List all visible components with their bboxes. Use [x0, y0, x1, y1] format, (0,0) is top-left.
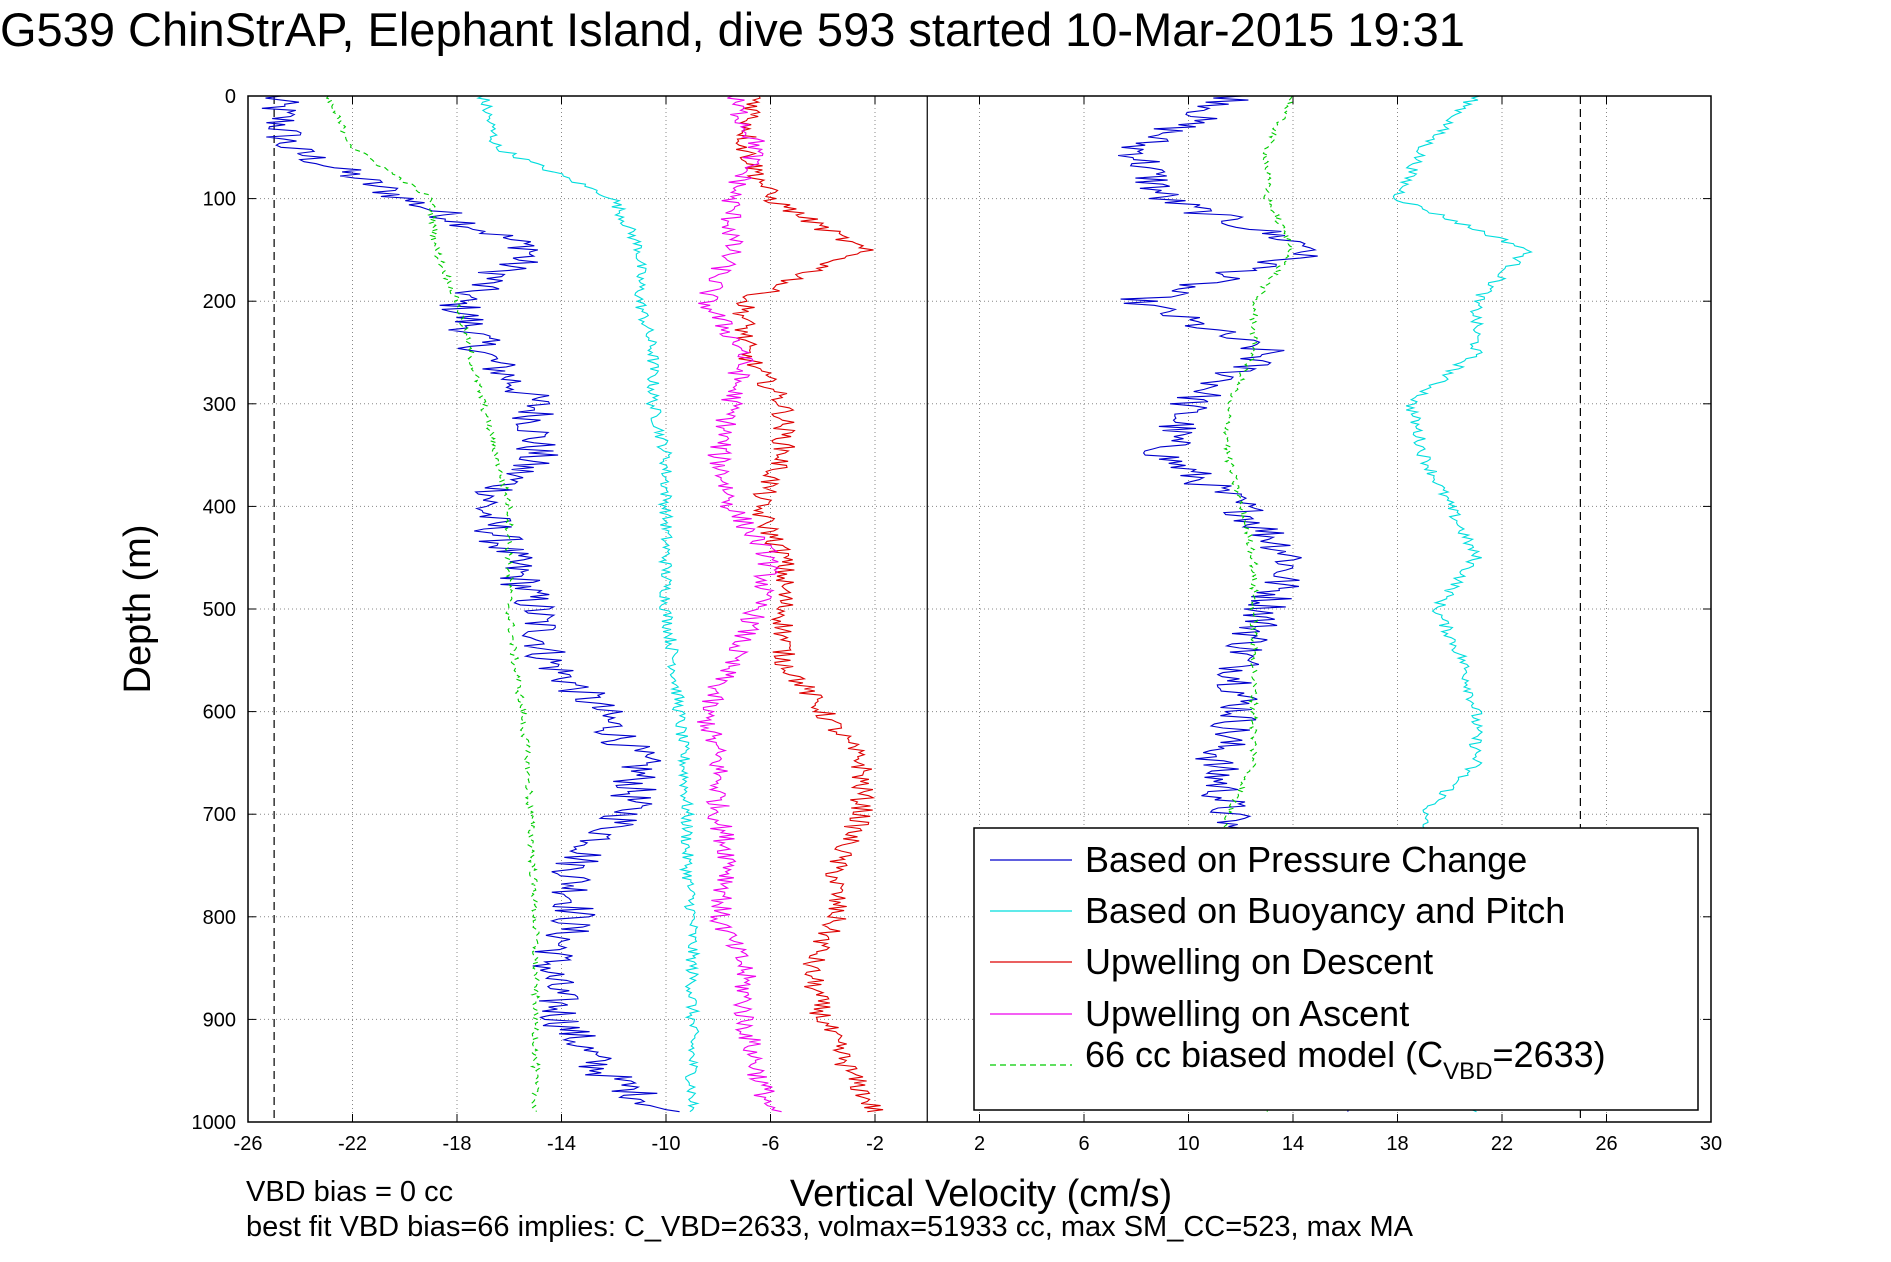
x-tick-label: 14	[1282, 1133, 1304, 1155]
legend-entry-biased-model: 66 cc biased model (CVBD=2633)	[1085, 1034, 1606, 1085]
x-tick-label: 30	[1700, 1133, 1722, 1155]
x-tick-label: 22	[1491, 1133, 1513, 1155]
x-tick-label: 6	[1078, 1133, 1089, 1155]
y-tick-label: 200	[203, 291, 236, 313]
grid-lines	[247, 95, 1712, 1123]
legend-box	[973, 827, 1699, 1111]
x-axis-label: Vertical Velocity (cm/s)	[790, 1173, 1172, 1215]
legend-model-name: 66 cc biased model (C	[1085, 1034, 1443, 1075]
legend-model-subscript: VBD	[1443, 1058, 1492, 1085]
x-tick-label: -2	[866, 1133, 884, 1155]
x-tick-label: -18	[443, 1133, 472, 1155]
series-0-descent-line	[261, 95, 680, 1113]
y-tick-label: 500	[203, 599, 236, 621]
y-axis-label: Depth (m)	[117, 525, 159, 694]
y-tick-label: 1000	[192, 1112, 237, 1134]
x-tick-label: 18	[1386, 1133, 1408, 1155]
legend-entry-pressure: Based on Pressure Change	[1085, 839, 1527, 880]
x-tick-label: -6	[762, 1133, 780, 1155]
x-tick-label: -14	[547, 1133, 576, 1155]
legend-entry-buoyancy: Based on Buoyancy and Pitch	[1085, 890, 1565, 931]
footer-vbd-bias: VBD bias = 0 cc	[246, 1176, 453, 1208]
footer-best-fit: best fit VBD bias=66 implies: C_VBD=2633…	[246, 1211, 1414, 1243]
y-tick-label: 100	[203, 189, 236, 211]
x-tick-label: -22	[338, 1133, 367, 1155]
series-4-ascent-line	[1223, 95, 1295, 1112]
series-2-descent-line	[732, 95, 884, 1113]
x-tick-label: 10	[1177, 1133, 1199, 1155]
legend-model-suffix: =2633)	[1493, 1034, 1606, 1075]
legend-entry-upwelling-ascent: Upwelling on Ascent	[1085, 993, 1409, 1034]
y-tick-label: 800	[203, 907, 236, 929]
y-tick-label: 300	[203, 394, 236, 416]
x-tick-label: 26	[1595, 1133, 1617, 1155]
x-tick-label: -26	[234, 1133, 263, 1155]
series-3-descent-line	[697, 95, 782, 1113]
y-tick-label: 700	[203, 804, 236, 826]
y-tick-label: 0	[225, 86, 236, 108]
x-tick-label: 2	[974, 1133, 985, 1155]
y-tick-label: 900	[203, 1009, 236, 1031]
series-4-descent-line	[325, 95, 541, 1112]
legend-entry-upwelling-descent: Upwelling on Descent	[1085, 941, 1433, 982]
x-tick-label: -10	[652, 1133, 681, 1155]
legend: Based on Pressure Change Based on Buoyan…	[973, 827, 1699, 1111]
axis-ticks: -26 -22 -18 -14 -10 -6 -2 2 6 10 14 18 22 26 300100200…	[192, 86, 1723, 1155]
y-tick-label: 400	[203, 496, 236, 518]
series-1-descent-line	[476, 95, 701, 1113]
reference-lines	[273, 96, 1581, 1122]
chart-title: G539 ChinStrAP, Elephant Island, dive 59…	[0, 3, 1465, 56]
y-tick-label: 600	[203, 702, 236, 724]
